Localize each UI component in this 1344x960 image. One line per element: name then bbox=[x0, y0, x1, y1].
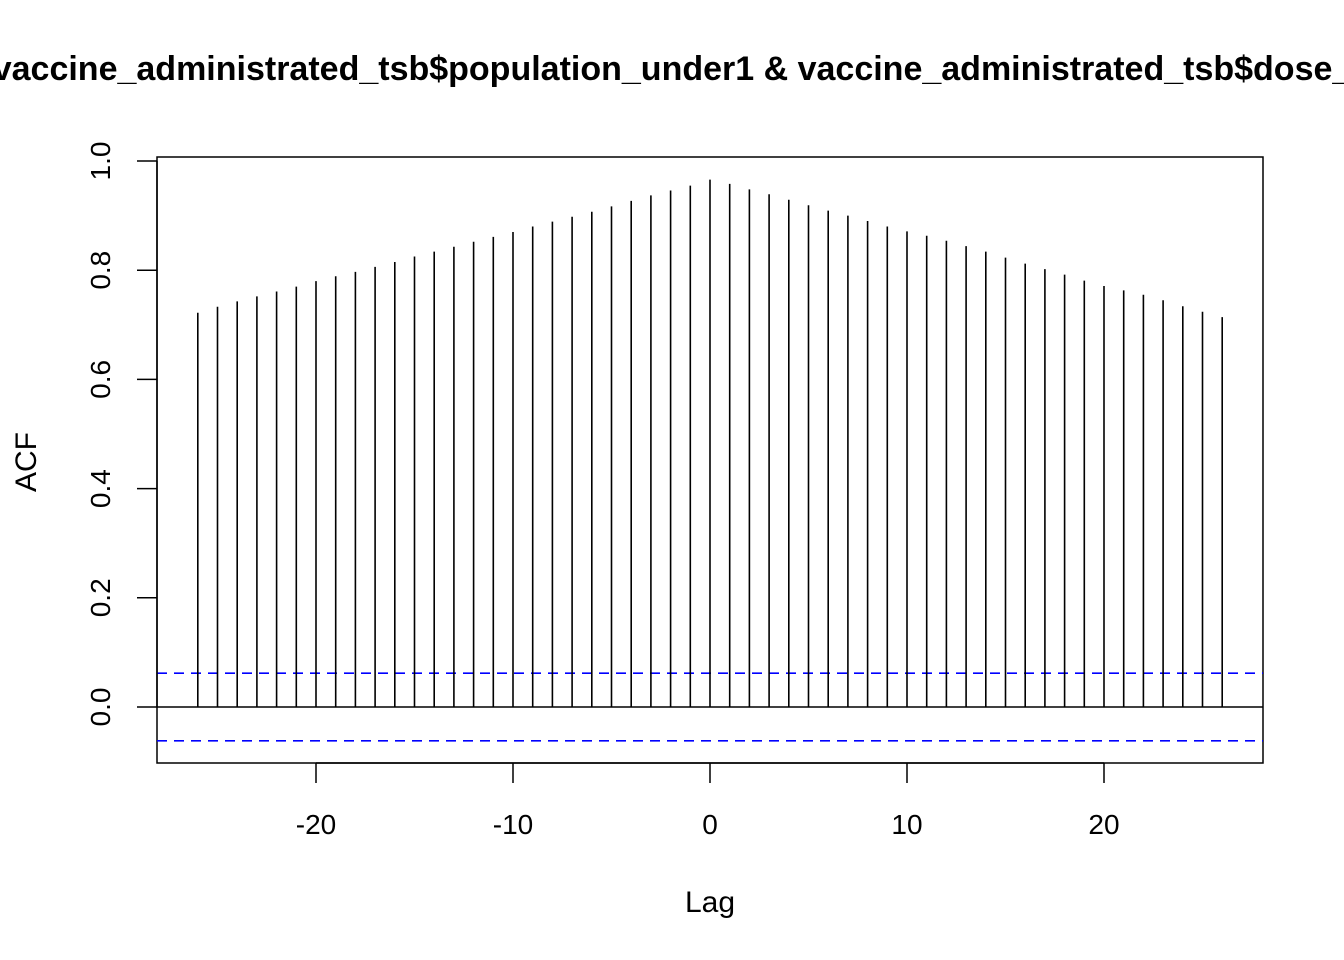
y-tick-label: 0.6 bbox=[85, 360, 116, 399]
x-tick-label: 0 bbox=[702, 809, 718, 840]
y-axis-label: ACF bbox=[10, 432, 43, 492]
y-axis: 0.0 0.2 0.4 0.6 0.8 1.0 bbox=[85, 142, 158, 727]
y-tick-label: 0.0 bbox=[85, 688, 116, 727]
y-tick-label: 0.4 bbox=[85, 469, 116, 508]
y-tick-label: 0.2 bbox=[85, 578, 116, 617]
x-axis: -20 -10 0 10 20 bbox=[296, 762, 1120, 840]
x-tick-label: 10 bbox=[891, 809, 922, 840]
x-tick-label: -20 bbox=[296, 809, 336, 840]
chart-title: vaccine_administrated_tsb$population_und… bbox=[0, 50, 1344, 88]
x-tick-label: 20 bbox=[1088, 809, 1119, 840]
x-tick-label: -10 bbox=[493, 809, 533, 840]
y-tick-label: 1.0 bbox=[85, 142, 116, 181]
x-axis-label: Lag bbox=[685, 886, 735, 919]
y-tick-label: 0.8 bbox=[85, 251, 116, 290]
acf-lines bbox=[197, 179, 1223, 707]
